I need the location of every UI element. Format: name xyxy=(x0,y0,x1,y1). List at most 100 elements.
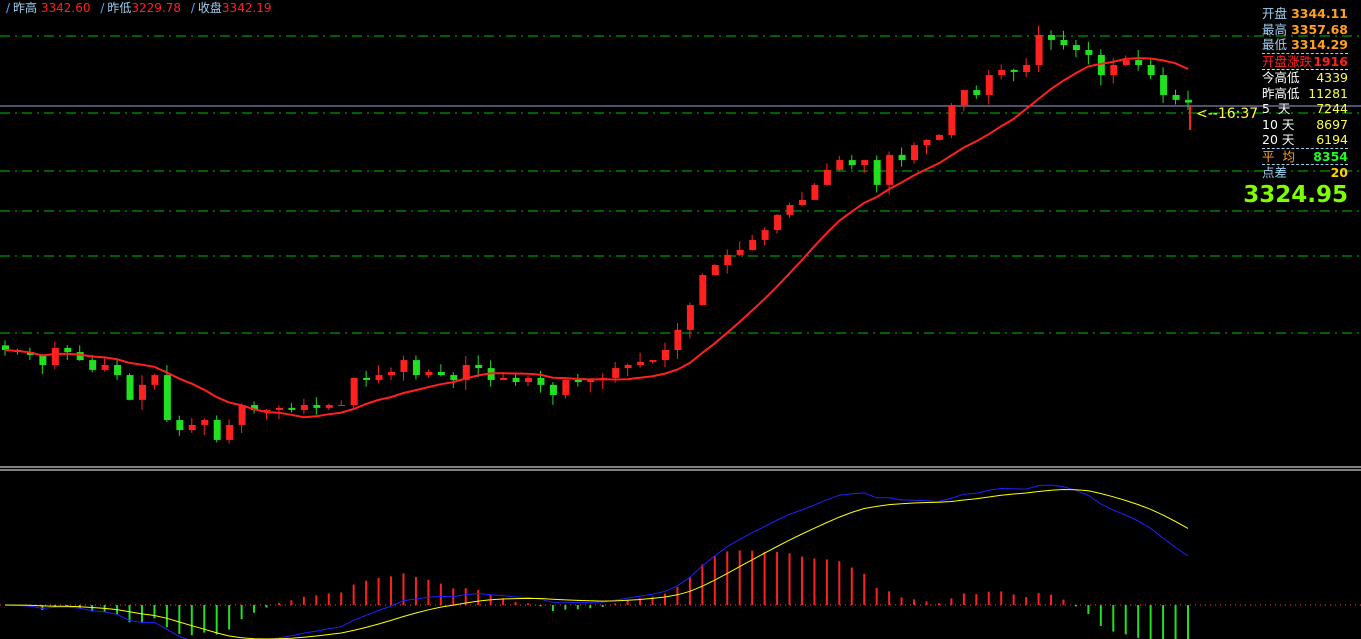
close-value: 3342.19 xyxy=(221,1,272,15)
spread-label: 点差 xyxy=(1262,165,1288,180)
candle-body xyxy=(811,184,819,200)
candle-body xyxy=(923,139,931,146)
candle-body xyxy=(1160,75,1168,95)
candle-body xyxy=(848,160,856,165)
low-value: 3314.29 xyxy=(1291,37,1348,52)
candle-body xyxy=(1172,94,1180,100)
candle-body xyxy=(425,371,433,376)
candle-body xyxy=(350,377,358,406)
candle-body xyxy=(935,135,943,140)
candle-body xyxy=(724,254,732,265)
candle-body xyxy=(163,375,171,421)
d5-label: 5 天 xyxy=(1262,101,1291,116)
spread-value: 20 xyxy=(1330,165,1348,180)
candle-body xyxy=(1122,60,1130,65)
candle-body xyxy=(2,345,9,350)
candle-body xyxy=(300,405,308,410)
candle-body xyxy=(1023,64,1031,72)
macd-dif-line xyxy=(4,484,1189,639)
candle-body xyxy=(549,384,557,395)
candle-body xyxy=(612,368,620,378)
candle-body xyxy=(537,377,545,385)
candle-body xyxy=(275,407,283,410)
candle-body xyxy=(624,364,632,369)
candle-body xyxy=(39,354,47,365)
prev-low-label: 昨低 xyxy=(107,1,132,15)
candle-body xyxy=(126,375,134,400)
candle-body xyxy=(437,371,445,376)
candle-body xyxy=(637,361,645,365)
candle-body xyxy=(500,377,508,380)
candle-body xyxy=(188,424,196,431)
candle-body xyxy=(711,264,719,276)
candle-body xyxy=(736,250,744,255)
candle-body xyxy=(338,405,346,407)
candle-body xyxy=(475,364,483,369)
candle-body xyxy=(375,375,383,380)
candle-body xyxy=(1185,99,1192,103)
candle-body xyxy=(138,384,146,400)
prev-high-value: 3342.60 xyxy=(40,1,91,15)
candle-body xyxy=(412,360,420,376)
candle-body xyxy=(774,214,782,231)
candle-body xyxy=(948,105,956,136)
d20-label: 20 天 xyxy=(1262,132,1295,147)
open-change-value: 1916 xyxy=(1313,53,1348,69)
candle-body xyxy=(288,407,296,410)
macd-dea-line xyxy=(4,488,1189,639)
candle-body xyxy=(1010,69,1018,72)
candle-body xyxy=(176,420,184,431)
yday-range-value: 11281 xyxy=(1308,85,1348,101)
candle-body xyxy=(798,199,806,206)
today-range-value: 4339 xyxy=(1316,70,1348,85)
candle-body xyxy=(1110,64,1118,76)
candle-body xyxy=(587,379,595,383)
candle-body xyxy=(226,424,234,440)
candle-body xyxy=(400,360,408,372)
candle-body xyxy=(213,420,221,440)
candle-body xyxy=(51,347,59,365)
yday-range-label: 昨高低 xyxy=(1262,85,1300,101)
candle-body xyxy=(363,377,371,380)
candle-body xyxy=(114,364,122,376)
last-price: 3324.95 xyxy=(1243,182,1348,208)
prev-high-label: 昨高 xyxy=(13,1,38,15)
candle-body xyxy=(699,275,707,306)
candle-body xyxy=(89,360,97,370)
candle-body xyxy=(761,230,769,240)
avg-label: 平 均 xyxy=(1262,148,1295,164)
d5-value: 7244 xyxy=(1316,101,1348,116)
candle-body xyxy=(26,352,34,355)
candle-body xyxy=(450,375,458,380)
candle-body xyxy=(462,364,470,380)
moving-average-line xyxy=(4,57,1189,419)
candle-body xyxy=(1135,60,1143,65)
candle-body xyxy=(1147,64,1155,76)
candle-body xyxy=(898,154,906,161)
candle-body xyxy=(686,305,694,330)
candle-body xyxy=(1060,39,1068,46)
candle-body xyxy=(886,154,894,185)
candle-body xyxy=(836,160,844,170)
candle-body xyxy=(749,239,757,250)
candle-body xyxy=(201,420,209,425)
candle-body xyxy=(151,375,159,385)
open-value: 3344.11 xyxy=(1291,6,1348,21)
candle-body xyxy=(674,329,682,350)
candle-body xyxy=(1035,35,1043,65)
candle-body xyxy=(998,69,1006,76)
low-label: 最低 xyxy=(1262,37,1288,52)
candle-body xyxy=(313,405,321,408)
candle-body xyxy=(101,364,109,370)
candle-body xyxy=(649,360,657,362)
candle-body xyxy=(911,145,919,161)
candle-body xyxy=(786,205,794,215)
d10-label: 10 天 xyxy=(1262,116,1295,132)
candle-body xyxy=(574,379,582,383)
candle-body xyxy=(973,90,981,95)
candle-body xyxy=(263,409,271,411)
candle-body xyxy=(64,347,72,353)
candle-body xyxy=(238,405,246,425)
prev-low-value: 3229.78 xyxy=(131,1,182,15)
